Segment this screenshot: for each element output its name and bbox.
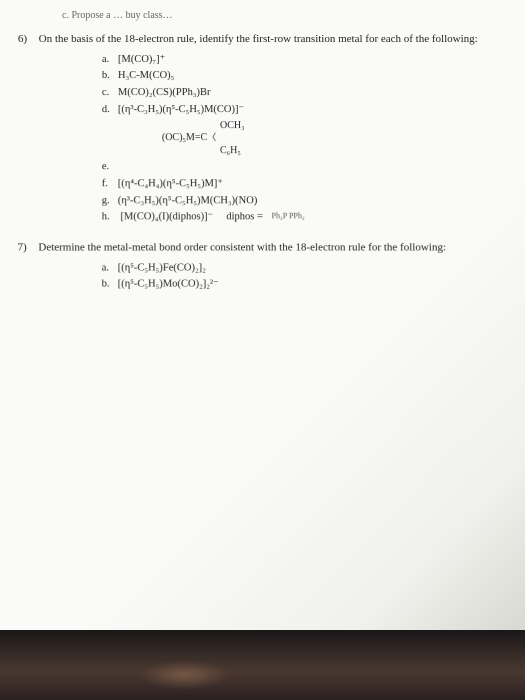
q6-list: a.[M(CO)₇]⁺ b.H₃C-M(CO)₅ c.M(CO)₂(CS)(PP… [62,52,496,226]
q6-text: On the basis of the 18-electron rule, id… [39,31,479,48]
q6-a: a.[M(CO)₇]⁺ [102,52,495,68]
desk-reflection [140,660,230,690]
q7-text: Determine the metal-metal bond order con… [38,239,479,256]
q7-list: a.[(η⁵-C₅H₅)Fe(CO)₂]₂ b.[(η⁵-C₅H₅)Mo(CO)… [62,260,496,293]
question-6: 6) On the basis of the 18-electron rule,… [18,31,496,225]
partial-top-line: c. Propose a … buy class… [18,8,495,23]
q6-c: c.M(CO)₂(CS)(PPh₃)Br [102,85,495,101]
q6-e: e. [102,159,496,175]
question-7: 7) Determine the metal-metal bond order … [17,239,495,292]
diphos-structure: Ph₂P PPh₂ [272,213,305,222]
q7-a: a.[(η⁵-C₅H₅)Fe(CO)₂]₂ [102,260,496,276]
q6-h: h. [M(CO)₄(I)(diphos)]⁻ diphos = Ph₂P PP… [102,210,496,226]
q6-d: d.[(η³-C₃H₅)(η⁵-C₅H₅)M(CO)]⁻ [102,102,495,118]
q6-e-diagram: OCH₃ (OC)₅M=C〈 C₆H₅ [102,120,495,158]
page-sheet: c. Propose a … buy class… 6) On the basi… [0,0,525,633]
q6-b: b.H₃C-M(CO)₅ [102,68,495,84]
desk-background [0,630,525,700]
q7-b: b.[(η⁵-C₅H₅)Mo(CO)₂]₂²⁻ [102,277,496,293]
q6-number: 6) [18,31,36,48]
page-content: c. Propose a … buy class… 6) On the basi… [0,0,525,293]
q6-g: g.(η³-C₃H₅)(η⁵-C₅H₅)M(CH₃)(NO) [102,193,496,209]
q7-number: 7) [18,239,36,256]
q6-f: f.[(η⁴-C₄H₄)(η⁵-C₅H₅)M]⁺ [102,176,496,192]
